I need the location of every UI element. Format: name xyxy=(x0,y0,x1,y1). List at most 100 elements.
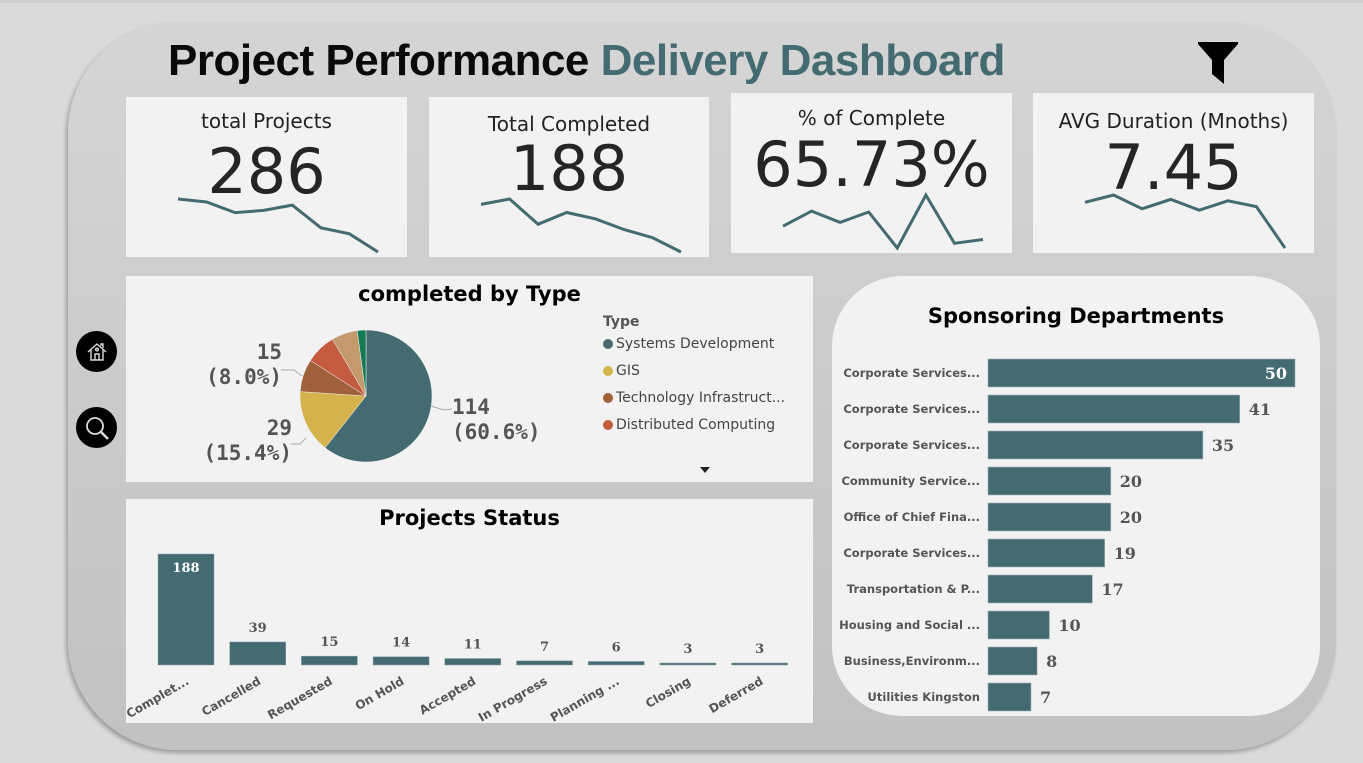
kpi-sparkline xyxy=(480,197,682,254)
department-bar[interactable] xyxy=(987,358,1296,388)
department-bar[interactable] xyxy=(987,502,1112,532)
department-label: Community Service... xyxy=(841,474,980,488)
kpi-card-total-projects[interactable]: total Projects 286 xyxy=(126,97,407,257)
legend-item[interactable]: Distributed Computing xyxy=(603,417,775,433)
bar-value-label: 14 xyxy=(392,636,410,651)
search-icon xyxy=(85,416,109,440)
kpi-label: total Projects xyxy=(201,109,332,133)
legend-dot xyxy=(603,393,613,403)
pie-label-systems: 114 (60.6%) xyxy=(452,395,562,445)
bar-value-label: 15 xyxy=(320,635,338,650)
sparkline-path xyxy=(177,197,379,254)
status-bar[interactable] xyxy=(587,661,645,666)
department-label: Utilities Kingston xyxy=(867,690,980,704)
pie-value-label: 29 xyxy=(266,416,292,440)
pie-label-tech: 15 (8.0%) xyxy=(186,340,282,390)
department-label: Office of Chief Fina... xyxy=(843,510,980,524)
pie-slice[interactable] xyxy=(324,329,433,463)
sparkline-path xyxy=(1084,193,1287,249)
kpi-card-percent-complete[interactable]: % of Complete 65.73% xyxy=(731,93,1012,253)
panel-title: Projects Status xyxy=(379,506,560,530)
legend-item[interactable]: Technology Infrastruct... xyxy=(603,390,785,406)
panel-title: completed by Type xyxy=(358,282,581,306)
search-button[interactable] xyxy=(76,407,117,448)
bar-value-label: 6 xyxy=(612,640,621,655)
status-bar[interactable] xyxy=(516,660,573,666)
triangle-down-icon[interactable] xyxy=(699,466,711,474)
leader-line xyxy=(430,405,453,411)
filter-button[interactable] xyxy=(1196,40,1240,86)
legend-item[interactable]: Systems Development xyxy=(603,336,774,352)
kpi-card-avg-duration[interactable]: AVG Duration (Mnoths) 7.45 xyxy=(1033,93,1314,253)
bar-value-label: 3 xyxy=(755,642,764,657)
legend-dot xyxy=(603,366,613,376)
kpi-value: 7.45 xyxy=(1104,131,1243,204)
legend-label: Distributed Computing xyxy=(616,417,776,433)
bar-value-label: 7 xyxy=(540,640,549,655)
status-bar[interactable] xyxy=(157,553,215,666)
status-bar[interactable] xyxy=(731,662,788,666)
bar-value-label: 17 xyxy=(1101,580,1123,599)
status-bar[interactable] xyxy=(301,655,358,666)
legend-label: GIS xyxy=(616,363,640,379)
kpi-label: AVG Duration (Mnoths) xyxy=(1058,109,1289,133)
legend-item[interactable]: GIS xyxy=(603,363,640,379)
kpi-sparkline xyxy=(177,197,379,254)
status-bar[interactable] xyxy=(444,658,502,666)
status-bar[interactable] xyxy=(372,656,430,666)
status-bar[interactable] xyxy=(229,641,286,666)
bar-value-label: 20 xyxy=(1120,508,1142,527)
pie-chart[interactable] xyxy=(126,276,813,482)
leader-line xyxy=(291,437,307,445)
pie-value-label: 114 xyxy=(452,395,490,419)
department-label: Business,Environm... xyxy=(843,654,980,668)
pie-slice[interactable] xyxy=(356,329,367,397)
department-bar[interactable] xyxy=(987,538,1105,568)
projects-status-panel: Projects Status 188 39 15 14 11 7 6 3 3 Complet.… xyxy=(124,499,813,725)
pie-pct-label: (60.6%) xyxy=(452,420,541,444)
kpi-value: 65.73% xyxy=(753,128,990,201)
title-accent: Delivery Dashboard xyxy=(600,36,1006,85)
kpi-sparkline xyxy=(782,191,984,251)
department-label: Corporate Services... xyxy=(843,402,980,416)
department-bar[interactable] xyxy=(987,682,1032,712)
department-label: Housing and Social ... xyxy=(839,618,980,632)
status-bar[interactable] xyxy=(659,662,717,666)
sparkline-path xyxy=(782,191,984,251)
bar-value-label: 3 xyxy=(683,642,692,657)
department-bar[interactable] xyxy=(987,646,1038,676)
kpi-card-total-completed[interactable]: Total Completed 188 xyxy=(429,97,709,257)
top-border xyxy=(0,0,1363,3)
department-bar[interactable] xyxy=(987,466,1112,496)
department-bar[interactable] xyxy=(987,394,1241,424)
sponsoring-departments-panel: Sponsoring Departments 50 41 35 20 20 19 17 10 8… xyxy=(832,276,1320,716)
home-button[interactable] xyxy=(76,331,117,372)
bar-value-label: 19 xyxy=(1114,544,1136,563)
bar-value-label: 50 xyxy=(1265,364,1287,383)
kpi-label: % of Complete xyxy=(797,106,946,130)
legend-title: Type xyxy=(603,314,640,330)
leader-line xyxy=(281,369,303,377)
department-label: Corporate Services... xyxy=(843,366,980,380)
department-bar[interactable] xyxy=(987,574,1093,604)
kpi-value: 286 xyxy=(207,135,326,208)
departments-bar-chart: 50 41 35 20 20 19 17 108 7 xyxy=(987,358,1296,712)
department-bar[interactable] xyxy=(987,610,1050,640)
kpi-sparkline xyxy=(1084,193,1287,249)
bar-value-label: 7 xyxy=(1040,688,1051,707)
page-title: Project Performance Delivery Dashboard xyxy=(168,36,1005,86)
panel-title: Sponsoring Departments xyxy=(927,304,1225,328)
bar-value-label: 35 xyxy=(1212,436,1234,455)
pie-slice[interactable] xyxy=(299,391,367,449)
bar-value-label: 20 xyxy=(1120,472,1142,491)
kpi-label: Total Completed xyxy=(487,112,651,136)
home-icon xyxy=(87,342,106,361)
department-bar[interactable] xyxy=(987,430,1204,460)
department-label: Corporate Services... xyxy=(843,438,980,452)
status-bar-chart: 188 39 15 14 11 7 6 3 3 xyxy=(157,553,788,666)
legend-dot xyxy=(603,420,613,430)
department-label: Corporate Services... xyxy=(843,546,980,560)
bar-value-label: 8 xyxy=(1046,652,1057,671)
bar-value-label: 39 xyxy=(249,621,267,636)
completed-by-type-panel: completed by Type 15 (8.0%) 29 (15.4%) 1… xyxy=(126,276,813,482)
